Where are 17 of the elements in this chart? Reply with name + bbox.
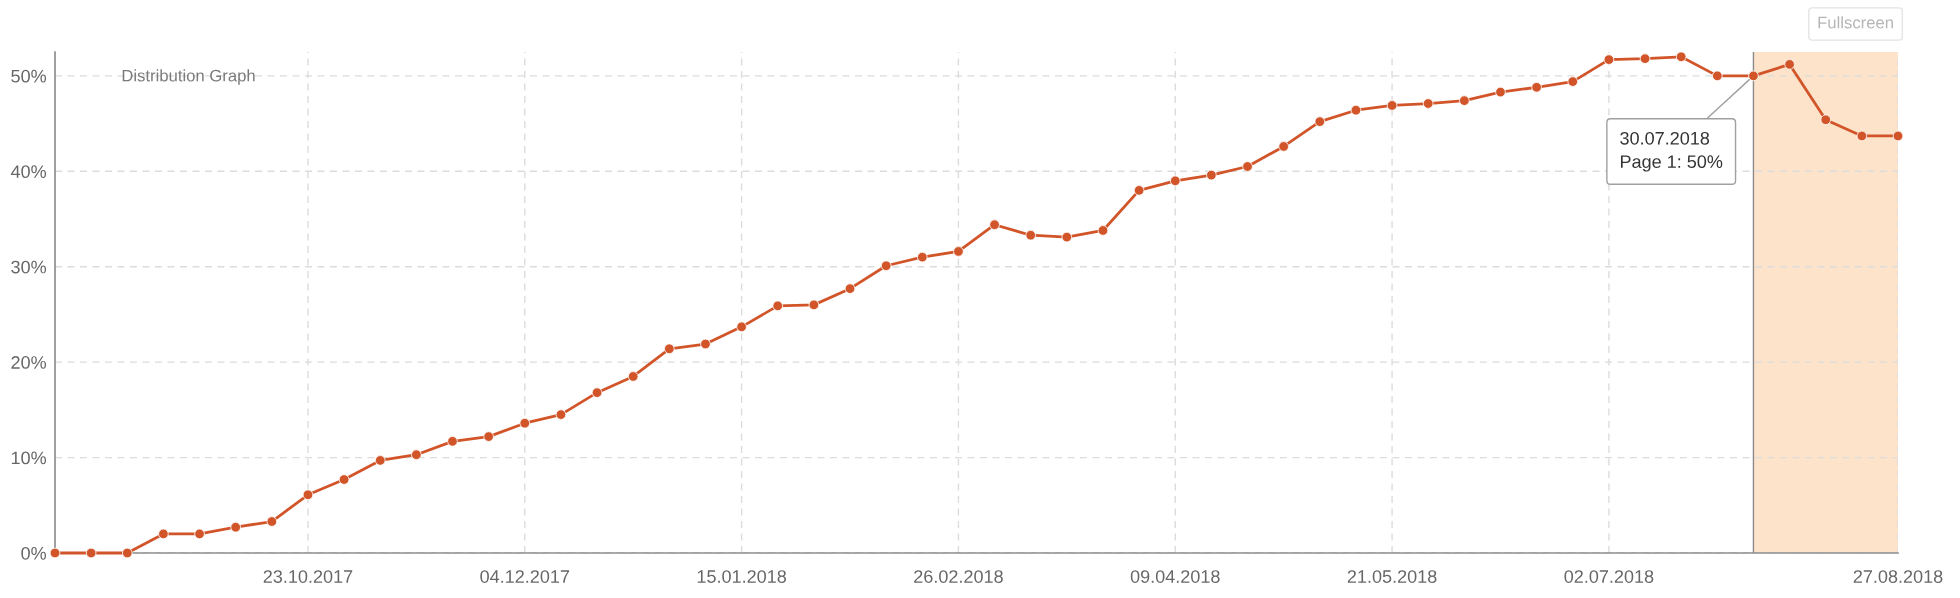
x-tick-label: 09.04.2018 — [1130, 570, 1220, 583]
x-tick-label: 02.07.2018 — [1564, 570, 1654, 583]
x-tick-label: 15.01.2018 — [697, 570, 787, 583]
x-tick-label: 04.12.2017 — [480, 570, 570, 583]
x-tick-label: 27.08.2018 — [1853, 570, 1943, 583]
x-tick-label: 26.02.2018 — [914, 570, 1003, 583]
x-tick-label: 23.10.2017 — [263, 570, 353, 583]
annotation: 30.07.2018 Page 1: 50% — [1620, 131, 1723, 172]
y-tick-label: 20% — [11, 356, 47, 369]
text: Fullscreen — [1818, 16, 1893, 29]
y-tick-label: 10% — [11, 451, 47, 465]
y-tick-label: 0% — [21, 546, 47, 560]
x-tick-label: 21.05.2018 — [1347, 570, 1437, 583]
y-tick-label: 40% — [10, 165, 47, 179]
text: Distribution Graph — [122, 69, 255, 85]
y-tick-label: 30% — [11, 260, 47, 274]
y-tick-label: 50% — [11, 69, 47, 83]
